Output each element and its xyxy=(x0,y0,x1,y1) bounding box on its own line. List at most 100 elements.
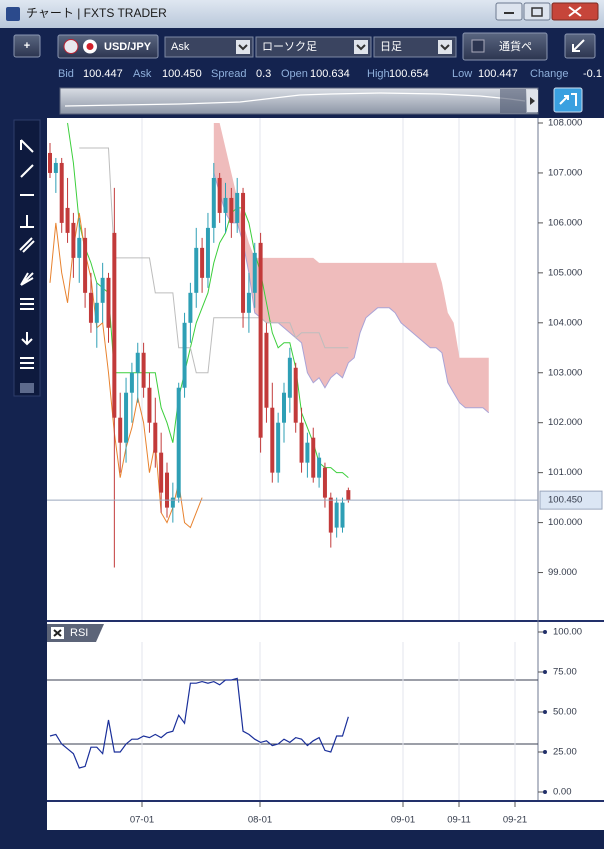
tool-icon[interactable] xyxy=(20,272,34,286)
candle-body xyxy=(235,192,240,223)
y-tick-dot xyxy=(543,710,547,714)
candle-body xyxy=(188,292,193,323)
y-tick-label: 108.000 xyxy=(548,118,582,129)
tool-icon[interactable] xyxy=(20,164,34,178)
candle-body xyxy=(83,237,88,293)
candle-body xyxy=(334,502,339,528)
tool-icon[interactable] xyxy=(20,139,34,153)
add-label: + xyxy=(24,40,30,52)
tool-icon[interactable] xyxy=(21,332,33,346)
candle-body xyxy=(241,192,246,313)
window-title: チャート | FXTS TRADER xyxy=(26,6,167,20)
quote-label: Open xyxy=(281,68,308,80)
candle-body xyxy=(264,332,269,408)
x-tick-label: 07-01 xyxy=(130,815,154,826)
y-tick-label: 100.000 xyxy=(548,517,582,528)
candle-body xyxy=(200,247,205,278)
chart-style-select[interactable] xyxy=(255,36,372,58)
candle-body xyxy=(258,242,263,438)
rsi-line xyxy=(49,677,349,769)
cloud xyxy=(213,122,489,413)
maximize-button[interactable] xyxy=(523,2,551,21)
tool-icon[interactable] xyxy=(20,298,34,310)
x-tick-label: 09-11 xyxy=(447,815,471,826)
candle-body xyxy=(118,417,123,443)
add-button[interactable] xyxy=(13,34,41,58)
x-tick-label: 09-21 xyxy=(503,815,527,826)
chart-style: ローソク足 xyxy=(262,40,317,53)
tool-icon[interactable] xyxy=(20,383,34,393)
y-tick-label: 100.00 xyxy=(553,627,582,638)
pair-toggle-label: 通貨ペ xyxy=(499,39,532,53)
minimize-button[interactable] xyxy=(495,2,523,21)
y-tick-label: 103.000 xyxy=(548,367,582,378)
candle-body xyxy=(322,467,327,498)
y-tick-label: 75.00 xyxy=(553,667,577,678)
candle-body xyxy=(141,352,146,388)
current-price-box xyxy=(539,490,603,510)
symbol-button[interactable] xyxy=(57,34,159,59)
quote-label: High xyxy=(367,68,390,80)
current-price-label: 100.450 xyxy=(548,495,582,506)
rsi-title: RSI xyxy=(70,627,88,639)
period: 日足 xyxy=(380,41,402,53)
quote-value: 100.447 xyxy=(478,68,518,80)
y-tick-dot xyxy=(543,790,547,794)
candle-body xyxy=(229,197,234,223)
y-tick-dot xyxy=(543,750,547,754)
quote-label: Spread xyxy=(211,68,246,80)
y-tick-label: 50.00 xyxy=(553,707,577,718)
flag-us xyxy=(63,39,79,54)
candle-body xyxy=(165,472,169,508)
y-tick-label: 102.000 xyxy=(548,417,582,428)
candle-body xyxy=(124,392,129,443)
price-axis xyxy=(538,118,604,620)
candle-body xyxy=(170,497,175,508)
y-tick-label: 107.000 xyxy=(548,167,582,178)
navigator[interactable] xyxy=(59,87,539,115)
candle-body xyxy=(217,177,222,213)
tool-icon[interactable] xyxy=(20,357,34,369)
candle-body xyxy=(211,177,216,228)
candle-body xyxy=(48,152,52,173)
candle-body xyxy=(287,357,292,398)
period-select[interactable] xyxy=(373,36,457,58)
candle-body xyxy=(135,352,140,373)
candle-body xyxy=(311,437,316,478)
quote-value: 100.447 xyxy=(83,68,123,80)
tool-icon[interactable] xyxy=(19,237,35,253)
y-tick-label: 106.000 xyxy=(548,217,582,228)
candle-body xyxy=(65,207,70,233)
candle-body xyxy=(293,367,298,423)
candle-body xyxy=(252,252,257,293)
candle-body xyxy=(317,457,322,478)
candle-body xyxy=(59,162,64,223)
indicator-line xyxy=(79,147,349,374)
quote-label: Ask xyxy=(133,68,152,80)
x-tick-label: 09-01 xyxy=(391,815,415,826)
time-axis xyxy=(47,800,604,830)
candle-body xyxy=(340,502,345,528)
y-tick-dot xyxy=(543,670,547,674)
candle-body xyxy=(94,302,99,323)
candle-body xyxy=(305,442,310,463)
symbol: USD/JPY xyxy=(104,41,152,53)
detach-button[interactable] xyxy=(564,33,596,59)
price-side-select[interactable] xyxy=(164,36,254,58)
candle-body xyxy=(112,232,117,418)
app-icon xyxy=(6,7,20,21)
tool-icon[interactable] xyxy=(20,215,34,228)
candle-body xyxy=(100,277,105,303)
quote-value: 100.654 xyxy=(389,68,429,80)
rsi-header xyxy=(47,620,604,642)
quote-value: 0.3 xyxy=(256,68,271,80)
candle-body xyxy=(346,490,351,501)
y-tick-label: 25.00 xyxy=(553,747,577,758)
candle-body xyxy=(299,422,304,463)
y-tick-label: 105.000 xyxy=(548,267,582,278)
candle-body xyxy=(106,277,111,328)
rsi-plot xyxy=(47,642,538,800)
quote-bar: Bid 100.447 Ask 100.450 Spread 0.3 Open 100.634… xyxy=(58,68,602,80)
candle-body xyxy=(176,387,181,498)
y-tick-label: 101.000 xyxy=(548,467,582,478)
